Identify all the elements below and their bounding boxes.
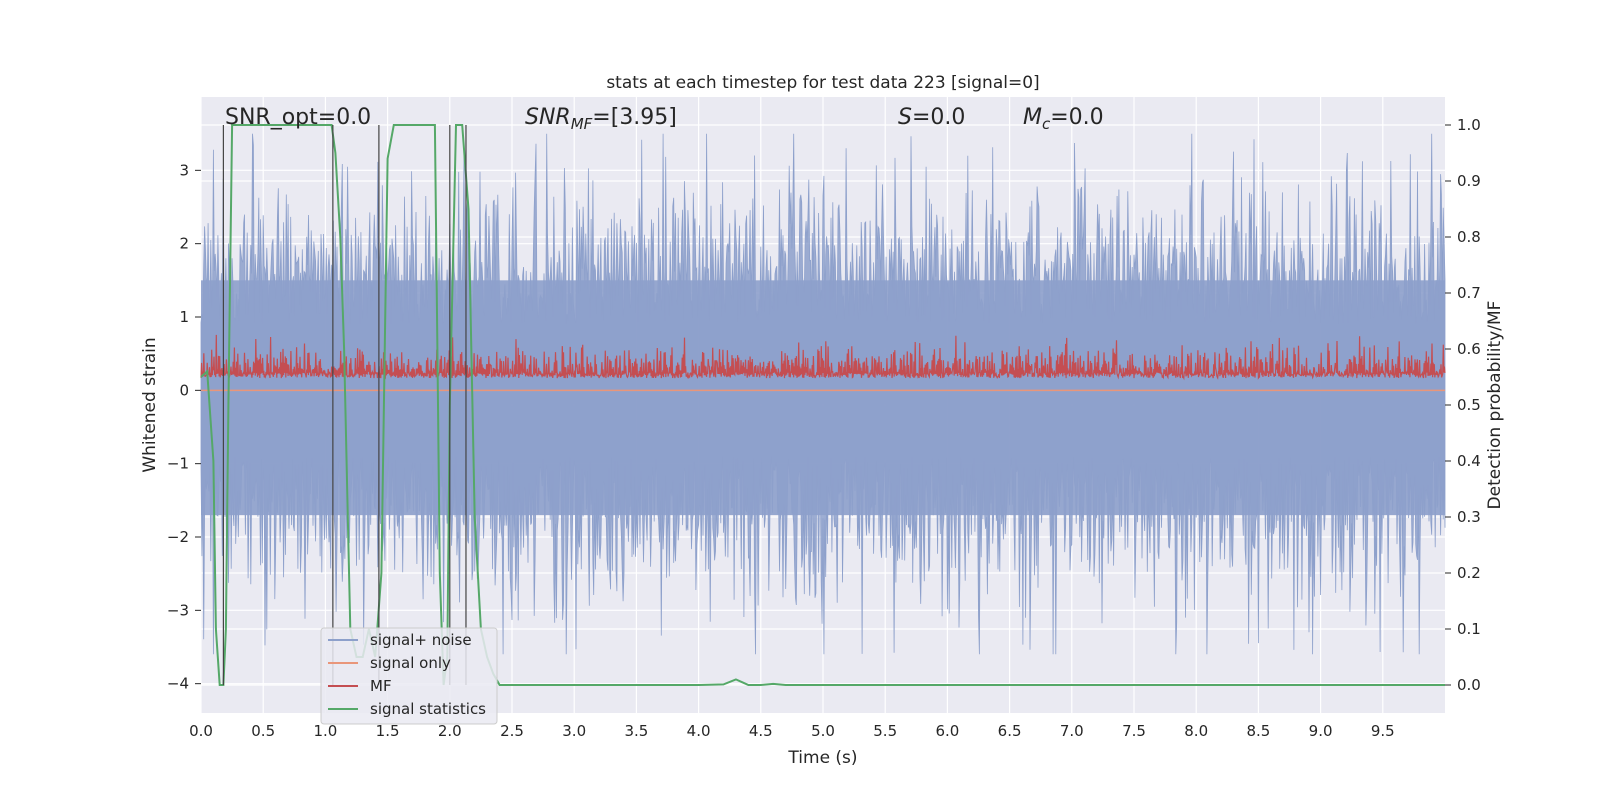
x-tick-label: 6.5 [998,722,1022,740]
x-tick-label: 7.0 [1060,722,1084,740]
signal-statistics-line [200,124,1445,686]
annotation-s: S=0.0 [898,105,965,130]
y-tick-label: 0 [179,381,189,399]
vertical-markers [222,125,467,685]
y2-tick-label: 0.1 [1457,620,1481,638]
x-tick-label: 4.0 [687,722,711,740]
x-tick-label: 1.0 [313,722,337,740]
y-tick-label: −1 [167,455,189,473]
mc-sub: c [1042,115,1051,133]
y2-axis-label: Detection probability/MF [1485,301,1505,510]
y2-tick-label: 0.7 [1457,284,1481,302]
x-tick-label: 0.0 [189,722,213,740]
series-signal-noise [200,133,1446,655]
y-tick-label: 2 [179,235,189,253]
legend-label-signal-statistics: signal statistics [370,700,486,718]
x-tick-label: 8.0 [1184,722,1208,740]
snr-mf-value: =[3.95] [592,105,677,130]
y-axis-label: Whitened strain [140,337,160,472]
y-tick-label: 3 [179,161,189,179]
s-var: S [898,105,912,130]
x-tick-label: 2.5 [500,722,524,740]
y2-tick-label: 0.3 [1457,508,1481,526]
y2-tick-label: 0.6 [1457,340,1481,358]
x-tick-label: 9.0 [1309,722,1333,740]
x-axis-ticks: 0.0 0.5 1.0 1.5 2.0 2.5 3.0 3.5 4.0 4.5 5.0 5.5 6.0 6… [189,722,1395,740]
x-tick-label: 5.5 [873,722,897,740]
y-tick-label: −3 [167,601,189,619]
snr-mf-sub: MF [571,115,593,133]
y-tick-label: 1 [179,308,189,326]
y2-axis-ticks: 1.0 0.9 0.8 0.7 0.6 0.5 0.4 0.3 0.2 0.1 0.0 [1445,116,1481,694]
snr-mf-main: SNR [525,105,571,130]
series-signal-statistics [200,124,1445,686]
legend-box [320,627,498,725]
x-tick-label: 1.5 [376,722,400,740]
s-value: =0.0 [912,105,965,130]
y2-tick-label: 0.2 [1457,564,1481,582]
x-tick-label: 8.5 [1246,722,1270,740]
annotation-snr-mf: SNRMF=[3.95] [525,105,677,133]
y-tick-label: −4 [167,675,189,693]
x-tick-label: 7.5 [1122,722,1146,740]
x-axis-label: Time (s) [787,748,857,768]
mf-line [200,334,1446,381]
annotation-mc: Mc=0.0 [1023,105,1104,133]
x-tick-label: 6.0 [935,722,959,740]
x-tick-label: 9.5 [1371,722,1395,740]
y-tick-label: −2 [167,528,189,546]
y2-tick-label: 0.9 [1457,172,1481,190]
legend-label-mf: MF [370,677,392,695]
x-tick-label: 0.5 [251,722,275,740]
signal-noise-core [201,280,1445,515]
x-tick-label: 4.5 [749,722,773,740]
series-mf [200,334,1446,381]
x-tick-label: 2.0 [438,722,462,740]
y2-tick-label: 0.8 [1457,228,1481,246]
y2-tick-label: 0.0 [1457,676,1481,694]
y-axis-ticks: 3 2 1 0 −1 −2 −3 −4 [167,161,201,693]
chart-title: stats at each timestep for test data 223… [606,73,1039,93]
x-tick-label: 5.0 [811,722,835,740]
y2-tick-label: 0.5 [1457,396,1481,414]
legend: signal+ noise signal only MF signal stat… [320,627,498,725]
legend-label-signal-noise: signal+ noise [370,631,472,649]
mc-var: M [1023,105,1042,130]
x-tick-label: 3.5 [624,722,648,740]
x-tick-label: 3.0 [562,722,586,740]
y2-tick-label: 1.0 [1457,116,1481,134]
y2-tick-label: 0.4 [1457,452,1481,470]
legend-label-signal-only: signal only [370,654,451,672]
mc-value: =0.0 [1050,105,1103,130]
annotation-snr-opt: SNR_opt=0.0 [225,105,371,130]
